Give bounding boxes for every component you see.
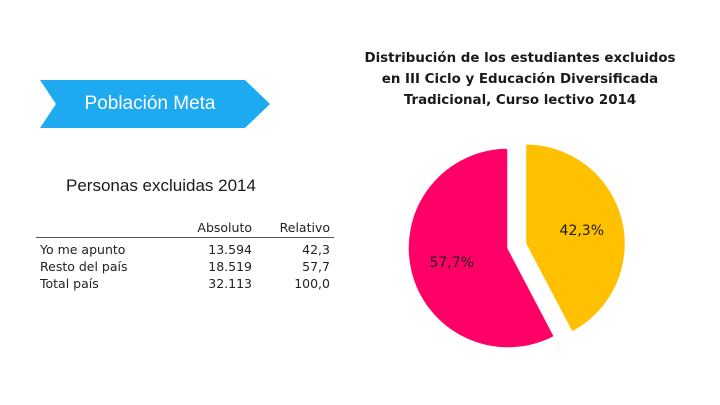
chart-title-line: Tradicional, Curso lectivo 2014	[403, 93, 637, 108]
row-absoluto: 18.519	[208, 259, 252, 274]
header-cell-label	[36, 220, 164, 238]
pie-slice-label: 57,7%	[429, 255, 473, 271]
row-relativo: 57,7	[302, 259, 330, 274]
banner-label: Población Meta	[84, 93, 216, 114]
row-relativo: 42,3	[302, 242, 330, 257]
row-relativo: 100,0	[294, 276, 330, 291]
table-row: Total país 32.113 100,0	[36, 275, 334, 292]
row-label: Yo me apunto	[40, 242, 126, 257]
header-cell-relativo: Relativo	[256, 220, 334, 238]
table-title: Personas excluidas 2014	[66, 176, 256, 195]
poblacion-meta-banner: Población Meta	[40, 80, 270, 128]
table-row: Resto del país 18.519 57,7	[36, 258, 334, 275]
row-label: Total país	[40, 276, 99, 291]
row-absoluto: 13.594	[208, 242, 252, 257]
chart-title-line: en III Ciclo y Educación Diversificada	[381, 72, 659, 87]
pie-slice	[524, 142, 627, 334]
excluded-persons-table: Absoluto Relativo Yo me apunto 13.594 42…	[36, 220, 334, 292]
chart-title: Distribución de los estudiantes excluido…	[352, 48, 688, 111]
header-cell-absoluto: Absoluto	[164, 220, 256, 238]
pie-slice-label: 42,3%	[560, 223, 604, 239]
banner-arrow-shape	[40, 80, 270, 128]
chart-title-line: Distribución de los estudiantes excluido…	[364, 51, 676, 66]
table-header-row: Absoluto Relativo	[36, 220, 334, 238]
pie-chart: 42,3% 57,7%	[407, 142, 627, 349]
pie-slice	[407, 147, 556, 349]
table-row: Yo me apunto 13.594 42,3	[36, 238, 334, 259]
row-label: Resto del país	[40, 259, 128, 274]
row-absoluto: 32.113	[208, 276, 252, 291]
